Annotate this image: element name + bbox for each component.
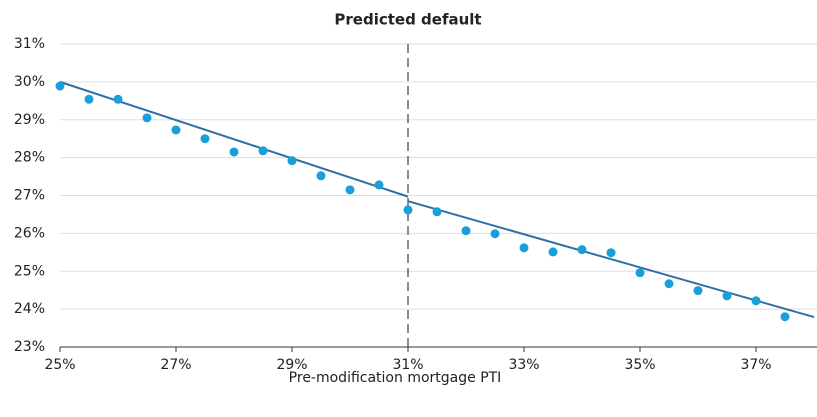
y-tick-label: 28%: [14, 150, 45, 166]
point: [345, 185, 355, 195]
x-tick-label: 31%: [392, 357, 423, 373]
point: [403, 205, 413, 215]
point: [577, 245, 587, 255]
y-tick-label: 31%: [14, 36, 45, 52]
point: [751, 296, 761, 306]
fit-line: [407, 200, 815, 319]
y-tick-label: 25%: [14, 263, 45, 279]
point: [548, 247, 558, 257]
point: [229, 147, 239, 157]
point: [693, 286, 703, 296]
point: [519, 243, 529, 253]
y-tick-label: 27%: [14, 188, 45, 204]
point: [200, 134, 210, 144]
x-tick-label: 33%: [508, 357, 539, 373]
y-tick-label: 30%: [14, 74, 45, 90]
x-tick-label: 37%: [740, 357, 771, 373]
x-tick-label: 29%: [276, 357, 307, 373]
fit-line: [59, 80, 409, 198]
point: [171, 125, 181, 135]
point: [142, 113, 152, 123]
x-tick-label: 35%: [624, 357, 655, 373]
point: [84, 94, 94, 104]
point: [113, 94, 123, 104]
point: [461, 226, 471, 236]
y-tick-label: 24%: [14, 301, 45, 317]
point: [55, 81, 65, 91]
x-axis-label: Pre-modification mortgage PTI: [289, 370, 502, 386]
point: [287, 156, 297, 166]
point: [722, 291, 732, 301]
chart-title: Predicted default: [334, 11, 481, 29]
point: [635, 268, 645, 278]
point: [374, 180, 384, 190]
point: [432, 207, 442, 217]
point: [664, 279, 674, 289]
point: [606, 248, 616, 258]
y-tick-label: 29%: [14, 112, 45, 128]
point: [316, 171, 326, 181]
y-tick-label: 26%: [14, 225, 45, 241]
point: [780, 312, 790, 322]
x-tick-label: 27%: [160, 357, 191, 373]
x-tick-label: 25%: [44, 357, 75, 373]
y-tick-label: 23%: [14, 339, 45, 355]
point: [258, 146, 268, 156]
point: [490, 229, 500, 239]
